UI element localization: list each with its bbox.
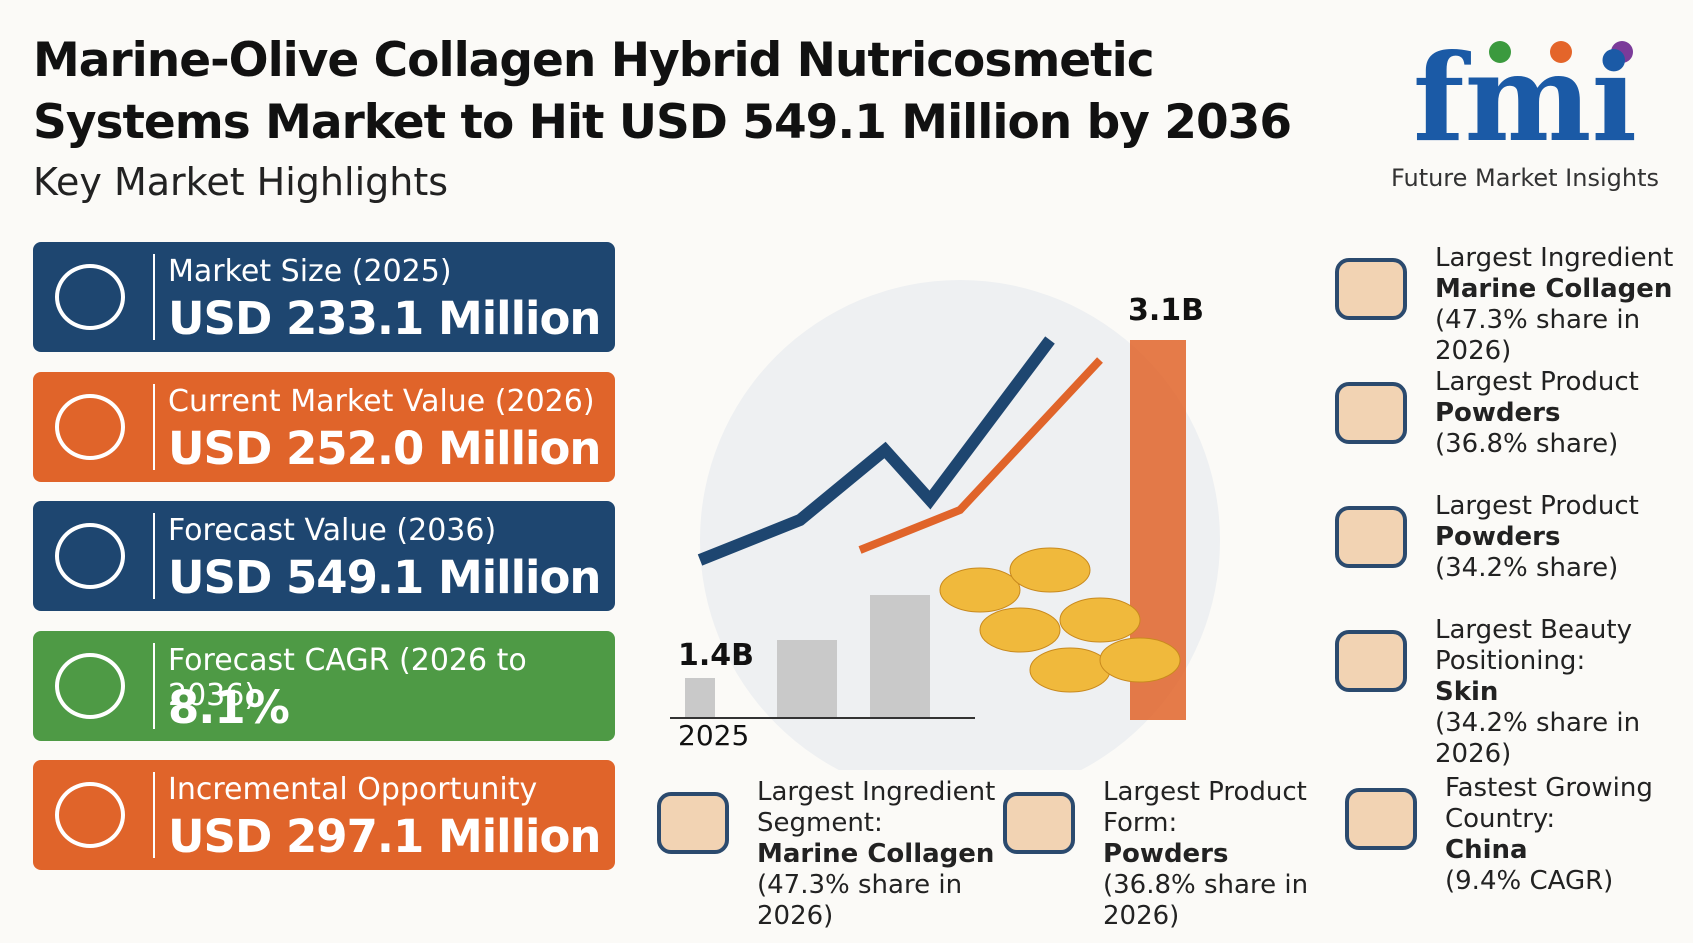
card-divider [153,254,155,340]
highlight-label: Fastest Growing Country: [1445,773,1653,834]
highlight-label: Largest Product Form: [1103,777,1307,838]
card-divider [153,513,155,599]
card-icon [55,264,125,330]
start-label: 1.4B [678,638,754,673]
highlight-emphasis: Powders [1435,398,1561,428]
logo-name: Future Market Insights [1390,164,1659,192]
highlight-label: Largest Ingredient [1435,243,1674,273]
highlight-icon [1345,788,1417,850]
right-highlight: Largest Product Powders (34.2% share) [1435,491,1690,584]
card-value: USD 233.1 Million [168,292,601,345]
right-highlight: Largest Beauty Positioning: Skin (34.2% sh… [1435,615,1690,770]
highlight-label: Largest Product [1435,367,1639,397]
card-divider [153,383,155,470]
end-label: 3.1B [1128,293,1204,328]
highlight-card: Current Market Value (2026) USD 252.0 Mil… [33,371,615,482]
highlight-emphasis: Marine Collagen [1435,274,1673,304]
card-icon [55,393,125,460]
card-divider [153,772,155,858]
highlight-detail: (36.8% share) [1435,429,1619,459]
card-label: Forecast CAGR (2026 to 2036) [168,642,527,713]
card-value: USD 297.1 Million [168,810,601,863]
card-label: Market Size (2025) [168,254,452,289]
card-icon [55,523,125,589]
card-icon [55,782,125,848]
highlight-emphasis: China [1445,835,1528,865]
right-highlight: Largest Ingredient Marine Collagen (47.3% … [1435,243,1690,367]
card-label: Current Market Value (2026) [168,383,595,419]
highlight-icon [657,792,729,854]
highlight-detail: (9.4% CAGR) [1445,866,1614,896]
highlight-detail: (47.3% share in 2026) [1435,305,1641,366]
card-label: Forecast Value (2036) [168,513,497,548]
bottom-highlight: Fastest Growing Country: China (9.4% CAGR) [1445,773,1675,897]
title-line: Systems Market to Hit USD 549.1 Million … [33,95,1292,150]
card-value: USD 252.0 Million [168,421,601,475]
bottom-highlight: Largest Ingredient Segment: Marine Collag… [757,777,997,932]
highlight-label: Largest Beauty Positioning: [1435,615,1632,676]
card-value: USD 549.1 Million [168,551,601,604]
right-highlight: Largest Product Powders (36.8% share) [1435,367,1690,460]
logo-mark: fmi [1413,28,1637,169]
highlight-detail: (47.3% share in 2026) [757,870,963,931]
card-icon [55,652,125,719]
highlight-icon [1335,630,1407,692]
highlight-label: Largest Product [1435,491,1639,521]
illustration: 3.1B 1.4B 2025 [670,280,1220,770]
bottom-highlight: Largest Product Form: Powders (36.8% share… [1103,777,1318,932]
highlight-icon [1335,258,1407,320]
title-line: Marine-Olive Collagen Hybrid Nutricosmet… [33,33,1155,88]
title: Marine-Olive Collagen Hybrid Nutricosmet… [33,30,1292,154]
highlight-emphasis: Skin [1435,677,1499,707]
card-divider [153,642,155,729]
highlight-card: Forecast Value (2036) USD 549.1 Million [33,501,615,611]
highlight-icon [1003,792,1075,854]
highlight-label: Largest Ingredient Segment: [757,777,996,838]
highlight-emphasis: Marine Collagen [757,839,995,869]
highlight-emphasis: Powders [1103,839,1229,869]
highlight-card: Forecast CAGR (2026 to 2036) 8.1% [33,630,615,741]
highlight-detail: (34.2% share) [1435,553,1619,583]
logo-text: fmi [1413,40,1637,160]
highlight-detail: (34.2% share in 2026) [1435,708,1641,769]
subtitle: Key Market Highlights [33,160,449,204]
highlight-icon [1335,382,1407,444]
start-year: 2025 [678,719,749,752]
highlight-emphasis: Powders [1435,522,1561,552]
highlight-card: Incremental Opportunity USD 297.1 Million [33,760,615,870]
logo: fmi Future Market Insights [1385,28,1665,192]
highlight-detail: (36.8% share in 2026) [1103,870,1309,931]
highlight-icon [1335,506,1407,568]
card-value: 8.1% [168,680,290,734]
highlight-card: Market Size (2025) USD 233.1 Million [33,242,615,352]
card-label: Incremental Opportunity [168,772,538,807]
